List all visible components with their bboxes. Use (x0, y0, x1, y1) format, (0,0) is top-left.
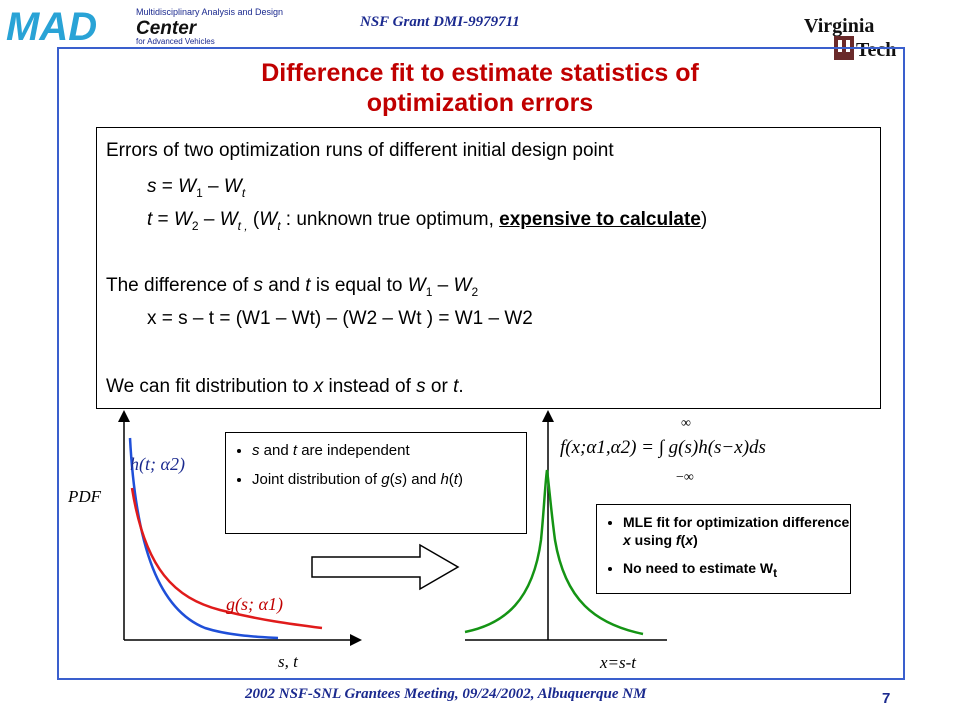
text-line-1: Errors of two optimization runs of diffe… (106, 140, 614, 161)
mad-center-logo: MAD Multidisciplinary Analysis and Desig… (6, 5, 283, 46)
integral-lower-limit: −∞ (676, 470, 694, 485)
slide-frame (57, 47, 905, 680)
integral-upper-limit: ∞ (681, 416, 691, 431)
f-curve (464, 469, 644, 636)
text-line-5: x = s – t = (W1 – Wt) – (W2 – Wt ) = W1 … (147, 308, 533, 329)
logo-line1: Multidisciplinary Analysis and Design (136, 7, 283, 17)
x-label-right: x=s-t (599, 653, 637, 672)
text-line-2: s = W1 – Wt (147, 176, 246, 200)
pdf-plot-left: PDF h(t; α2) g(s; α1) s, t (67, 410, 362, 671)
text-line-3: t = W2 – Wt , (Wt : unknown true optimum… (147, 209, 708, 233)
logo-letters: MAD (6, 5, 97, 46)
pdf-plot-right: x=s-t (464, 410, 667, 672)
text-line-6: We can fit distribution to x instead of … (106, 376, 464, 397)
explanation-box: Errors of two optimization runs of diffe… (96, 127, 881, 409)
h-curve (128, 437, 279, 640)
logo-line3: for Advanced Vehicles (136, 37, 215, 46)
page-number: 7 (882, 690, 891, 707)
pdf-label: PDF (67, 487, 102, 506)
g-curve (130, 487, 323, 630)
virginia-tech-logo: Virginia Tech (804, 15, 896, 61)
h-label: h(t; α2) (130, 454, 185, 475)
logo-vt-line2: Tech (856, 39, 896, 61)
g-label: g(s; α1) (226, 594, 283, 615)
bullet-no-estimate: No need to estimate Wt (623, 559, 850, 582)
integral-formula: f(x;α1,α2) = ∫ g(s)h(s−x)ds (560, 437, 766, 458)
footer-meeting: 2002 NSF-SNL Grantees Meeting, 09/24/200… (245, 686, 647, 702)
logo-vt-line1: Virginia (804, 15, 874, 37)
expensive-emphasis: expensive to calculate (499, 209, 701, 230)
text-line-4: The difference of s and t is equal to W1… (106, 275, 479, 299)
right-arrow-icon (311, 543, 460, 591)
independence-note: s and t are independent Joint distributi… (225, 432, 527, 534)
mle-note: MLE fit for optimization difference x us… (596, 504, 851, 594)
bullet-joint-distribution: Joint distribution of g(s) and h(t) (252, 470, 526, 489)
grant-number: NSF Grant DMI-9979711 (360, 14, 520, 30)
bullet-mle-fit: MLE fit for optimization difference x us… (623, 513, 850, 549)
title-line1: Difference fit to estimate statistics of (261, 59, 699, 87)
slide-title: Difference fit to estimate statistics of… (120, 58, 840, 118)
x-label-left: s, t (278, 652, 299, 671)
bullet-independent: s and t are independent (252, 441, 526, 460)
title-line2: optimization errors (366, 89, 594, 117)
logo-line2: Center (136, 18, 198, 39)
